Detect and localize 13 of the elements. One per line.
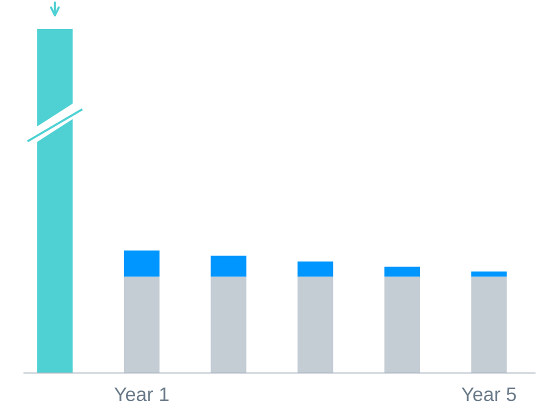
bar [124, 250, 160, 277]
bar [471, 272, 507, 277]
bar [210, 256, 246, 277]
bar [471, 276, 507, 373]
bar [124, 276, 160, 373]
bar [384, 266, 420, 277]
bar [298, 262, 334, 277]
bar [37, 29, 73, 373]
x-tick-label: Year 5 [462, 388, 516, 402]
bar [210, 276, 246, 373]
bar [384, 276, 420, 373]
x-tick-label: Year 1 [114, 388, 169, 402]
bar [298, 276, 334, 373]
